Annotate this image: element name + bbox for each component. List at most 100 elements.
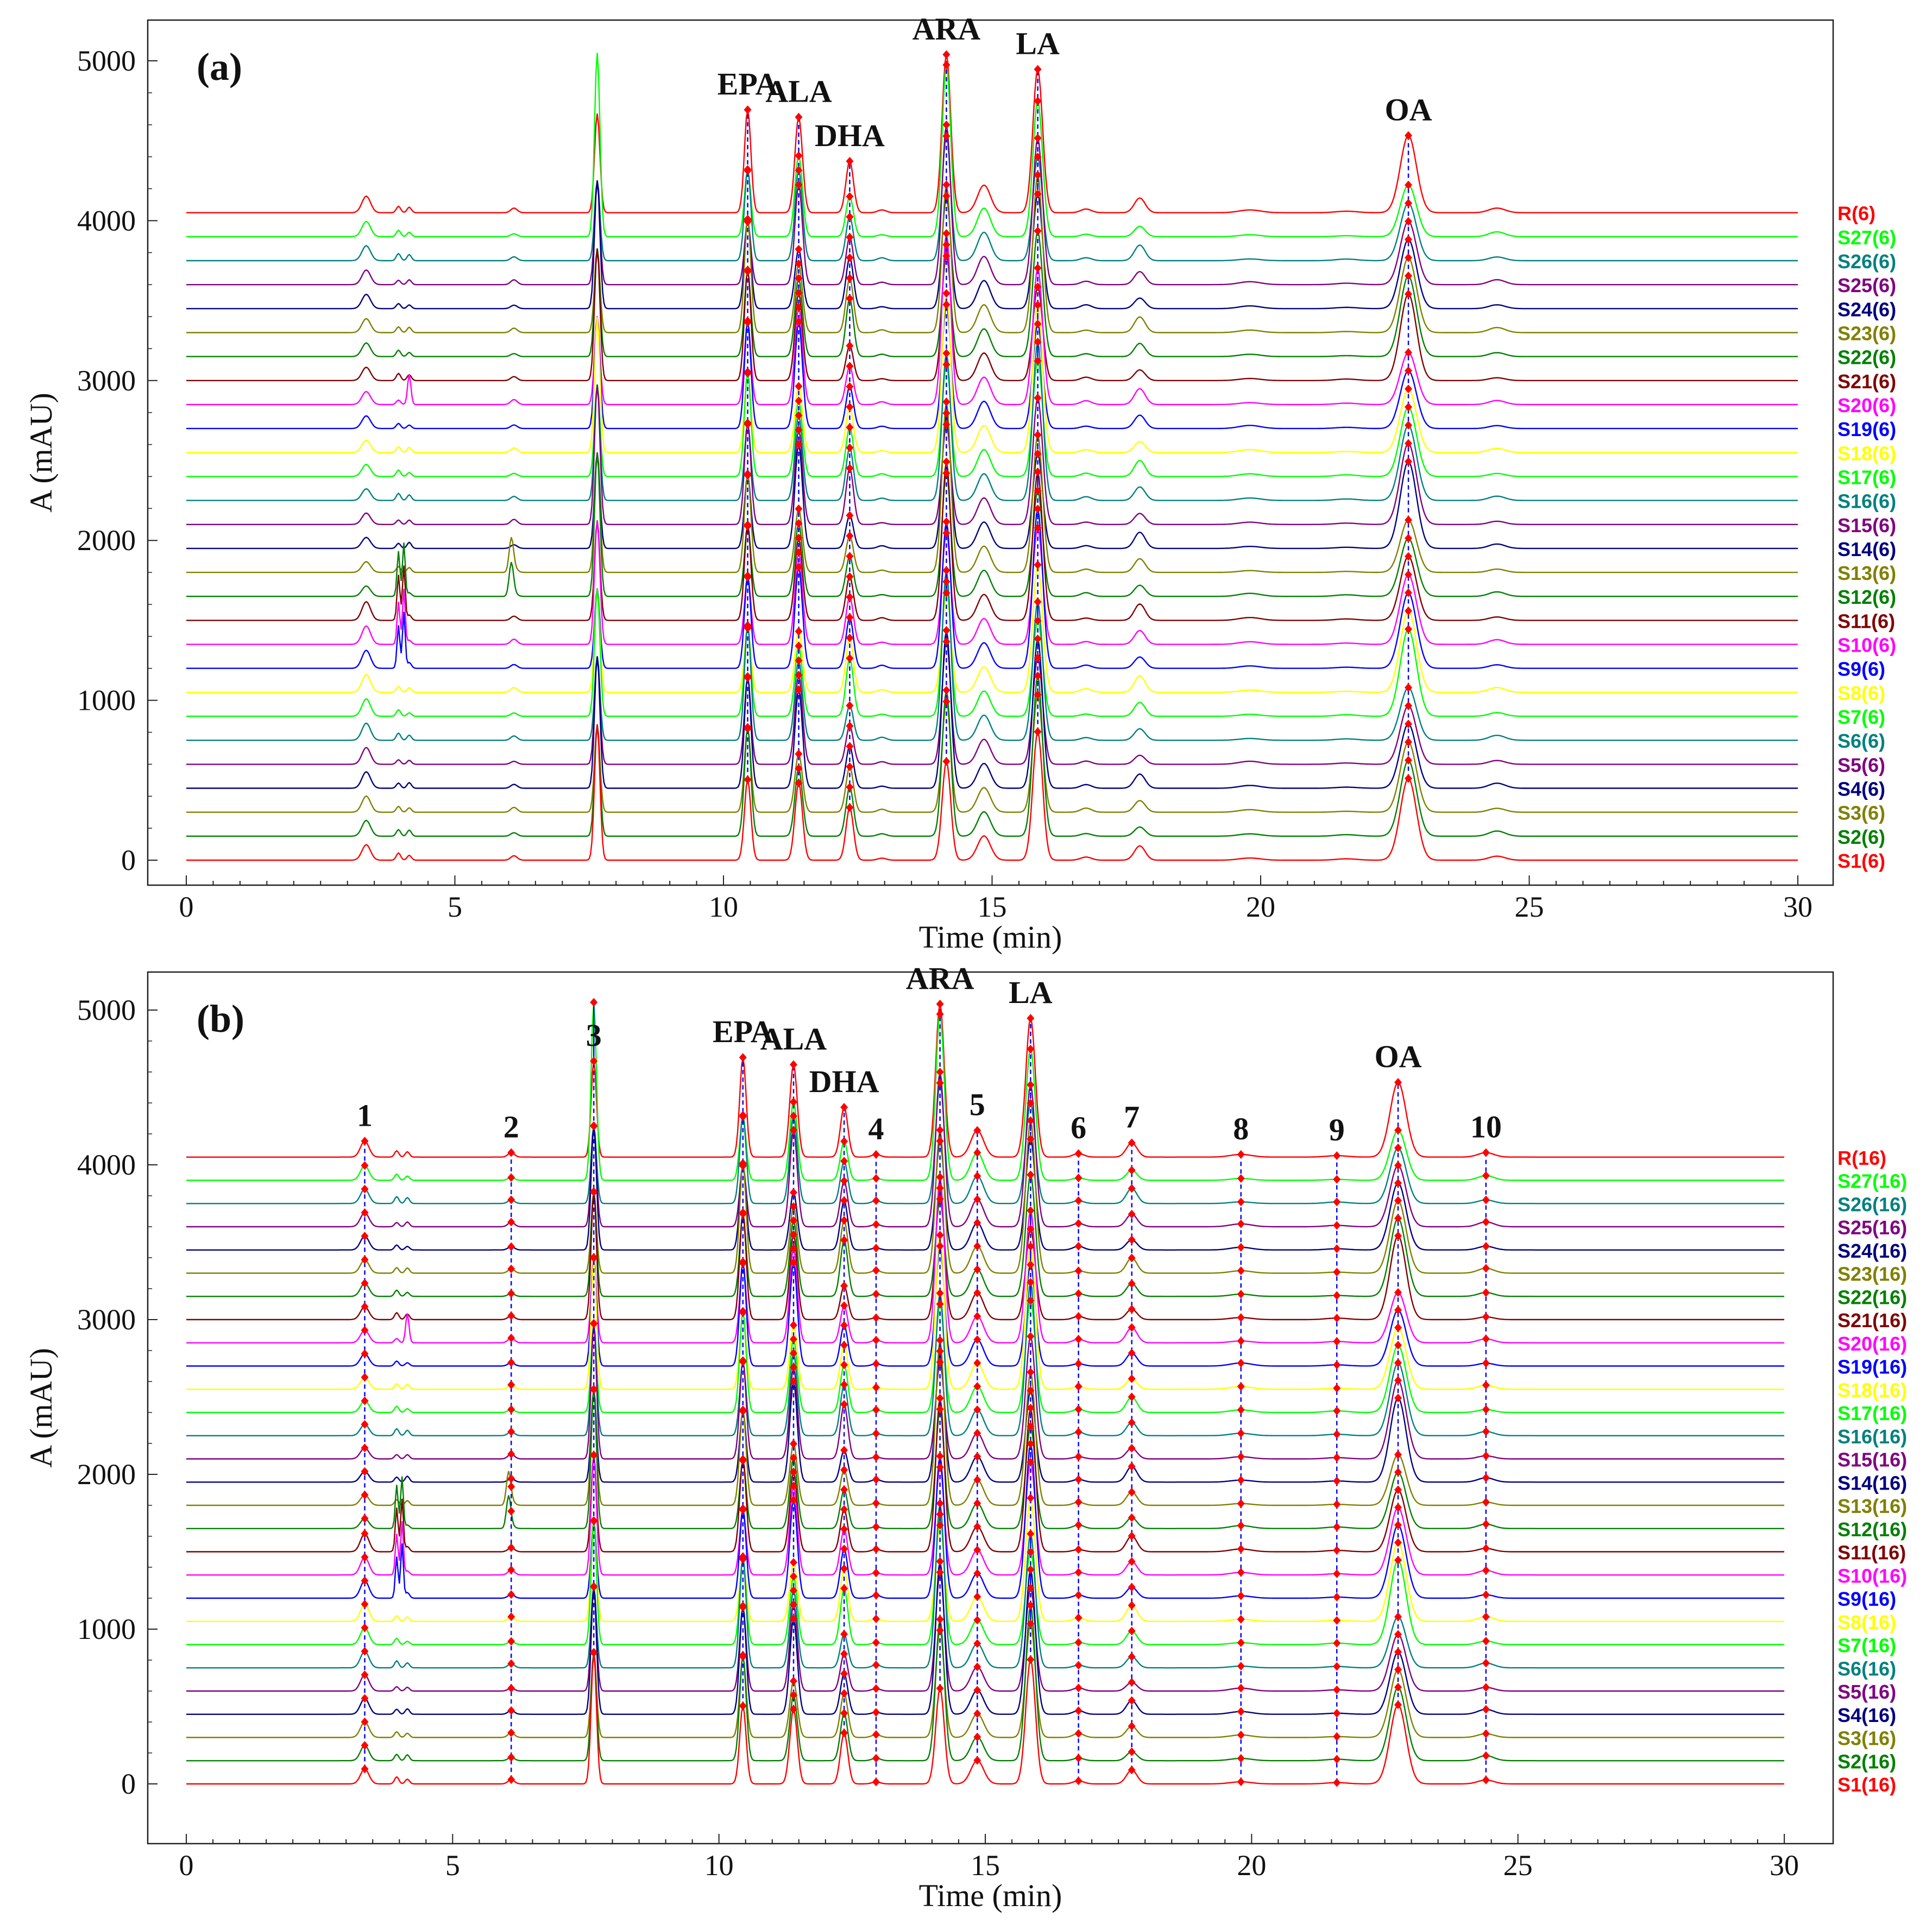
trace-S19(6) xyxy=(186,304,1798,430)
peak-marker xyxy=(846,511,854,520)
peak-marker xyxy=(1394,1078,1402,1087)
peak-marker xyxy=(846,156,854,166)
peak-marker xyxy=(1034,634,1042,644)
peak-marker xyxy=(973,1545,981,1555)
peak-marker xyxy=(1237,1730,1245,1739)
peak-marker xyxy=(840,1465,848,1474)
x-tick-label: 20 xyxy=(1237,1849,1266,1882)
peak-marker xyxy=(361,1670,369,1680)
legend-item: S10(6) xyxy=(1837,634,1896,657)
peak-marker xyxy=(936,1404,944,1414)
peak-marker xyxy=(1333,1384,1341,1393)
peak-marker xyxy=(973,1171,981,1181)
peak-marker xyxy=(507,1148,515,1157)
peak-marker xyxy=(1027,1260,1035,1269)
peak-marker xyxy=(1237,1475,1245,1485)
peak-marker xyxy=(840,1584,848,1593)
peak-marker xyxy=(846,443,854,452)
peak-marker xyxy=(1074,1241,1083,1251)
peak-marker xyxy=(507,1659,515,1668)
peak-marker xyxy=(361,1278,369,1288)
trace-S14(6) xyxy=(186,413,1798,550)
peak-marker xyxy=(1034,560,1042,570)
peak-label-EPA: EPA xyxy=(718,66,778,102)
peak-marker xyxy=(942,251,951,261)
peak-marker xyxy=(1074,1568,1083,1577)
peak-marker xyxy=(1404,366,1412,375)
peak-marker xyxy=(789,1439,797,1448)
peak-marker xyxy=(1074,1683,1083,1693)
peak-marker xyxy=(789,1202,797,1211)
peak-marker xyxy=(1128,1652,1136,1661)
peak-marker xyxy=(872,1475,880,1484)
peak-marker xyxy=(1237,1405,1245,1415)
peak-marker xyxy=(872,1313,880,1322)
legend-item: S15(16) xyxy=(1837,1449,1907,1471)
peak-marker xyxy=(1128,1348,1136,1358)
peak-marker xyxy=(1333,1616,1341,1625)
legend-item: S22(6) xyxy=(1837,346,1896,369)
peak-marker xyxy=(1333,1778,1341,1787)
legend-item: S2(16) xyxy=(1837,1750,1896,1772)
peak-marker xyxy=(973,1639,981,1648)
peak-marker xyxy=(840,1321,848,1330)
peak-marker xyxy=(744,471,752,480)
peak-marker xyxy=(789,1060,797,1069)
peak-marker xyxy=(1074,1334,1083,1343)
trace-S7(16) xyxy=(186,1514,1784,1645)
peak-marker xyxy=(744,217,752,226)
peak-marker xyxy=(1482,1241,1490,1251)
peak-marker xyxy=(840,1281,848,1290)
peak-marker xyxy=(1237,1452,1245,1461)
legend-item: S3(6) xyxy=(1837,802,1885,824)
peak-marker xyxy=(744,369,752,378)
peak-marker xyxy=(872,1730,880,1739)
peak-marker xyxy=(1237,1313,1245,1322)
peak-marker xyxy=(507,1683,515,1693)
legend-item: S2(6) xyxy=(1837,826,1885,848)
peak-marker xyxy=(1034,727,1042,736)
peak-marker xyxy=(1027,1548,1035,1557)
peak-marker xyxy=(846,572,854,581)
peak-marker xyxy=(1027,1655,1035,1664)
peak-marker xyxy=(789,1600,797,1609)
peak-marker xyxy=(1333,1732,1341,1741)
peak-marker xyxy=(744,724,752,733)
peak-marker xyxy=(1237,1358,1245,1367)
peak-marker xyxy=(872,1522,880,1531)
peak-marker xyxy=(1394,1556,1402,1565)
peak-marker xyxy=(795,563,803,572)
peak-marker xyxy=(840,1102,848,1112)
legend-item: S25(16) xyxy=(1837,1216,1907,1239)
peak-marker xyxy=(1482,1775,1490,1784)
peak-marker xyxy=(739,1603,747,1612)
peak-marker xyxy=(507,1333,515,1342)
peak-marker xyxy=(1027,1296,1035,1305)
peak-marker xyxy=(795,166,803,175)
trace-S15(16) xyxy=(186,1323,1784,1460)
peak-marker xyxy=(795,317,803,326)
peak-marker xyxy=(795,288,803,298)
legend-item: S8(6) xyxy=(1837,682,1885,704)
y-tick-label: 3000 xyxy=(77,1303,136,1336)
peak-marker xyxy=(936,1452,944,1461)
peak-marker xyxy=(973,1709,981,1718)
trace-S10(16) xyxy=(186,1455,1784,1576)
peak-marker xyxy=(361,1467,369,1476)
peak-marker xyxy=(936,1241,944,1251)
peak-marker xyxy=(1027,1619,1035,1629)
peak-marker xyxy=(846,192,854,201)
peak-marker xyxy=(590,1384,598,1393)
y-tick-label: 4000 xyxy=(77,204,136,237)
peak-marker xyxy=(507,1637,515,1646)
peak-marker xyxy=(846,721,854,730)
peak-marker xyxy=(1394,1393,1402,1403)
peak-marker xyxy=(872,1196,880,1206)
peak-marker xyxy=(1237,1429,1245,1438)
peak-marker xyxy=(1482,1195,1490,1204)
legend-item: S12(16) xyxy=(1837,1518,1907,1541)
peak-marker xyxy=(872,1708,880,1717)
peak-marker xyxy=(1034,134,1042,143)
peak-marker xyxy=(840,1196,848,1205)
peak-marker xyxy=(846,362,854,371)
